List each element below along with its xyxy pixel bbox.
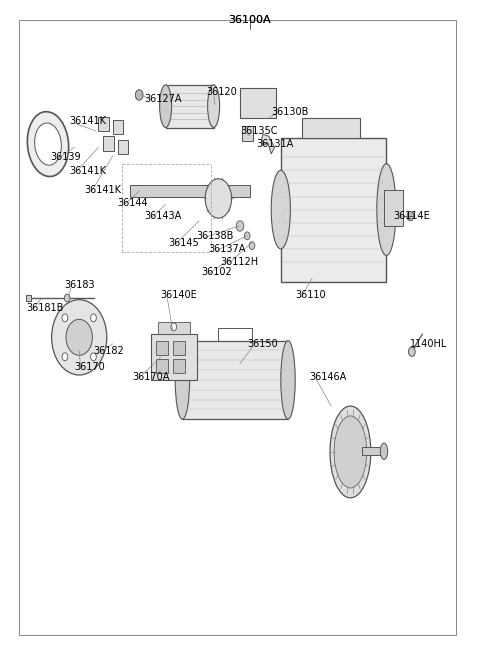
Text: 36138B: 36138B — [197, 231, 234, 241]
Bar — [302, 118, 360, 138]
Bar — [156, 359, 168, 373]
Ellipse shape — [334, 416, 367, 488]
Ellipse shape — [175, 341, 190, 419]
Text: 36130B: 36130B — [271, 107, 309, 117]
Text: 36145: 36145 — [168, 238, 199, 248]
Text: 36139: 36139 — [50, 153, 81, 162]
Circle shape — [407, 212, 414, 221]
Text: 36110: 36110 — [295, 290, 326, 300]
Text: 36144: 36144 — [118, 198, 148, 208]
Text: 36127A: 36127A — [144, 94, 181, 103]
Ellipse shape — [281, 341, 295, 419]
Bar — [281, 138, 386, 282]
Circle shape — [91, 353, 96, 361]
Text: 36141K: 36141K — [70, 117, 107, 126]
Bar — [26, 295, 31, 301]
Text: 36183: 36183 — [65, 280, 96, 290]
Ellipse shape — [51, 299, 107, 375]
Text: 36170: 36170 — [74, 362, 105, 372]
Circle shape — [408, 347, 415, 356]
Circle shape — [135, 90, 143, 100]
Bar — [156, 341, 168, 355]
Ellipse shape — [66, 320, 92, 355]
Text: 1140HL: 1140HL — [410, 339, 448, 349]
Text: 36150: 36150 — [247, 339, 278, 349]
Text: 36182: 36182 — [94, 346, 124, 356]
Circle shape — [91, 314, 96, 322]
Ellipse shape — [207, 84, 220, 128]
Bar — [173, 359, 185, 373]
Bar — [103, 136, 114, 151]
Ellipse shape — [159, 84, 172, 128]
Circle shape — [62, 353, 68, 361]
Ellipse shape — [380, 443, 388, 460]
Circle shape — [244, 232, 250, 240]
Text: 36140E: 36140E — [161, 290, 198, 300]
Text: 36135C: 36135C — [240, 126, 277, 136]
Bar — [113, 120, 123, 134]
Polygon shape — [218, 328, 252, 341]
Text: 36141K: 36141K — [84, 185, 121, 195]
Text: 36143A: 36143A — [144, 212, 181, 221]
Text: 36102: 36102 — [202, 267, 232, 277]
Bar — [242, 126, 253, 141]
Text: 36170A: 36170A — [132, 372, 169, 382]
Text: 36181B: 36181B — [26, 303, 64, 313]
Ellipse shape — [330, 406, 371, 498]
Text: 36120: 36120 — [206, 87, 237, 97]
Text: 36141K: 36141K — [70, 166, 107, 176]
Bar — [118, 140, 128, 154]
Bar — [240, 88, 276, 118]
Ellipse shape — [377, 164, 396, 255]
Text: 36146A: 36146A — [310, 372, 347, 382]
Text: 36100A: 36100A — [228, 15, 271, 25]
Text: 36100A: 36100A — [228, 15, 271, 25]
Circle shape — [249, 242, 255, 250]
Bar — [182, 341, 288, 419]
Ellipse shape — [205, 179, 231, 218]
Bar — [362, 447, 384, 455]
Bar — [166, 85, 214, 128]
Circle shape — [171, 323, 177, 331]
Ellipse shape — [271, 170, 290, 249]
Bar — [173, 341, 185, 355]
Bar — [158, 322, 190, 334]
Bar — [130, 185, 250, 196]
Circle shape — [64, 294, 70, 302]
Circle shape — [62, 314, 68, 322]
Polygon shape — [262, 134, 275, 154]
Ellipse shape — [27, 111, 69, 177]
Ellipse shape — [35, 123, 61, 165]
Text: 36137A: 36137A — [209, 244, 246, 254]
Bar — [98, 117, 109, 131]
Text: 36114E: 36114E — [394, 212, 431, 221]
Circle shape — [236, 221, 244, 231]
Bar — [384, 190, 403, 226]
Text: 36131A: 36131A — [257, 140, 294, 149]
Bar — [151, 334, 197, 380]
Text: 36112H: 36112H — [221, 257, 259, 267]
